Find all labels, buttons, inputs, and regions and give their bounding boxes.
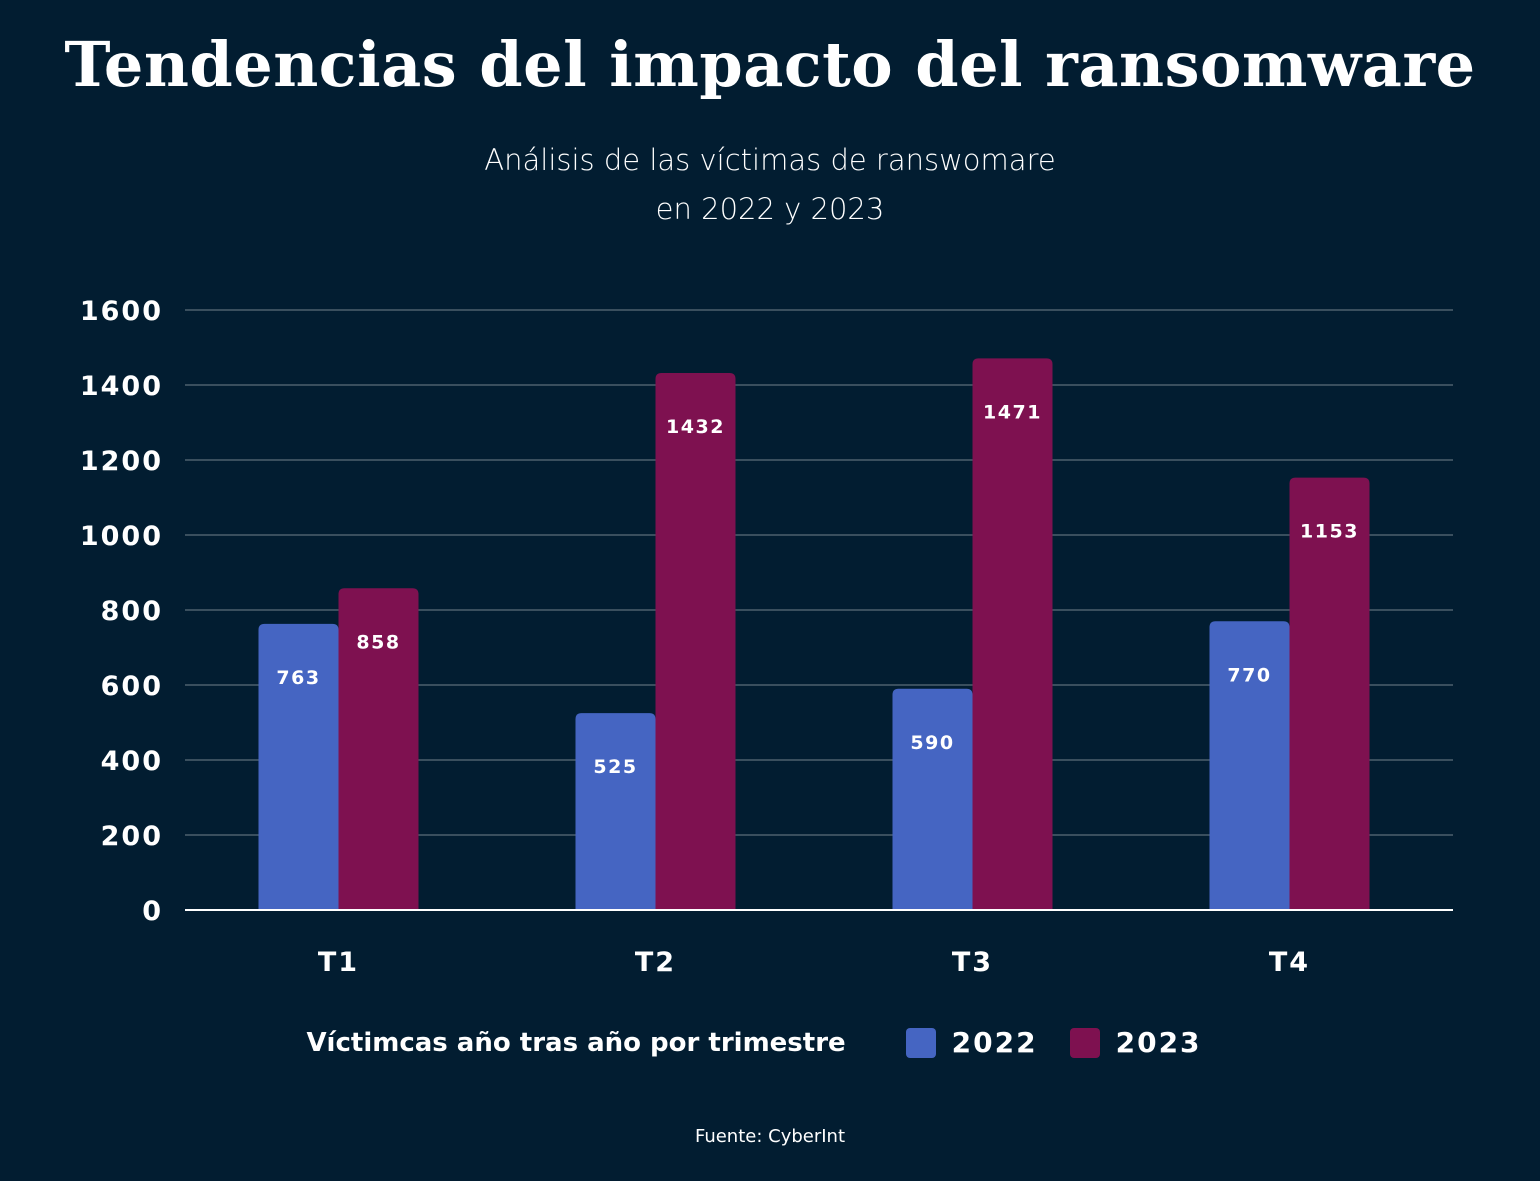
y-tick-label: 600	[101, 671, 163, 702]
x-tick-label: T2	[635, 947, 676, 978]
x-tick-label: T3	[952, 947, 993, 978]
y-tick-label: 1600	[80, 296, 163, 327]
data-label: 1432	[666, 416, 725, 438]
bar-2022-T4	[1209, 621, 1290, 910]
legend-label-2023: 2023	[1115, 1026, 1202, 1059]
data-label: 858	[356, 631, 400, 653]
subtitle-line-2: en 2022 y 2023	[655, 192, 885, 226]
x-tick-label: T4	[1269, 947, 1310, 978]
y-tick-label: 1000	[80, 521, 163, 552]
bar-chart: 0 200 400 600 800 1000 1200 1400 1600 763 858 T1 525…	[80, 296, 1453, 978]
legend-item-2023: 2023	[1069, 1026, 1202, 1059]
y-tick-label: 800	[101, 596, 163, 627]
bar-2022-T1	[258, 623, 339, 910]
legend-swatch-2022	[905, 1027, 936, 1058]
bar-2023-T4	[1289, 477, 1370, 910]
chart-title: Tendencias del impacto del ransomware	[64, 28, 1476, 101]
source-note: Fuente: CyberInt	[694, 1126, 846, 1147]
bar-2023-T3	[972, 358, 1053, 910]
data-label: 770	[1227, 664, 1271, 686]
data-label: 1153	[1300, 521, 1359, 543]
bar-2022-T2	[575, 713, 656, 910]
data-label: 590	[910, 732, 954, 754]
legend-swatch-2023	[1069, 1027, 1100, 1058]
y-tick-label: 200	[101, 821, 163, 852]
y-tick-label: 1200	[80, 446, 163, 477]
chart-subtitle: Análisis de las víctimas de ranswomare e…	[0, 136, 1540, 234]
subtitle-line-1: Análisis de las víctimas de ranswomare	[484, 143, 1056, 177]
legend-item-2022: 2022	[905, 1026, 1038, 1059]
legend-label-2022: 2022	[951, 1026, 1038, 1059]
bar-2023-T1	[338, 588, 419, 910]
data-label: 525	[593, 756, 637, 778]
bar-2022-T3	[892, 688, 973, 910]
y-tick-label: 400	[101, 746, 163, 777]
x-tick-label: T1	[318, 947, 359, 978]
bar-2023-T2	[655, 373, 736, 910]
y-tick-label: 0	[142, 896, 163, 927]
legend: Víctimcas año tras año por trimestre 202…	[0, 1026, 1540, 1059]
legend-title: Víctimcas año tras año por trimestre	[306, 1027, 846, 1058]
data-label: 763	[276, 667, 320, 689]
data-label: 1471	[983, 401, 1042, 423]
y-tick-label: 1400	[80, 371, 163, 402]
